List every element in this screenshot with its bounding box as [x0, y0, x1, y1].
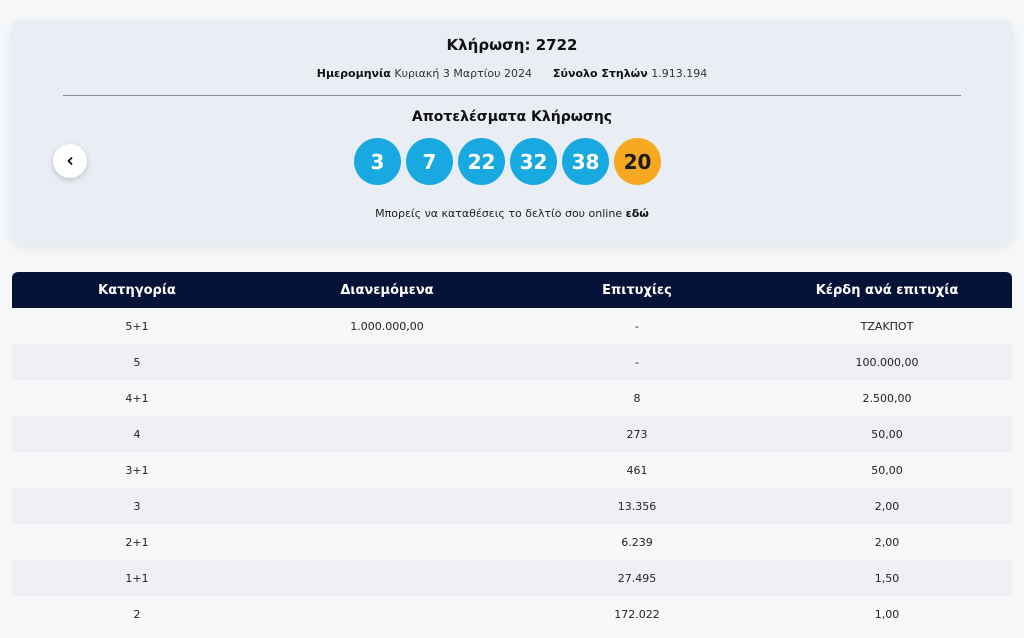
table-row: 4 273 50,00 — [12, 416, 1012, 452]
column-header-prize-per-winner: Κέρδη ανά επιτυχία — [815, 282, 959, 298]
prize-cell: 1,50 — [874, 571, 900, 585]
number-ball: 3 — [354, 138, 401, 185]
bonus-ball: 20 — [614, 138, 661, 185]
distributed-cell — [262, 488, 512, 524]
number-ball: 22 — [458, 138, 505, 185]
online-link[interactable]: εδώ — [625, 207, 649, 220]
table-row: 4+1 8 2.500,00 — [12, 380, 1012, 416]
table-row: 5+1 1.000.000,00 - ΤΖΑΚΠΟΤ — [12, 308, 1012, 344]
winners-cell: 273 — [626, 427, 648, 441]
prize-cell: 50,00 — [871, 427, 903, 441]
draw-card: Κλήρωση: 2722 Ημερομηνία Κυριακή 3 Μαρτί… — [12, 20, 1012, 244]
winners-cell: - — [635, 355, 639, 369]
table-row: 2 172.022 1,00 — [12, 596, 1012, 632]
category-cell: 2 — [133, 607, 141, 621]
distributed-cell — [262, 380, 512, 416]
category-cell: 4+1 — [125, 391, 149, 405]
category-cell: 1+1 — [125, 571, 149, 585]
columns-value: 1.913.194 — [651, 67, 708, 80]
online-note: Μπορείς να καταθέσεις το δελτίο σου onli… — [12, 207, 1012, 220]
number-ball: 32 — [510, 138, 557, 185]
online-text: Μπορείς να καταθέσεις το δελτίο σου onli… — [375, 207, 623, 220]
prize-cell: 50,00 — [871, 463, 903, 477]
table-row: 3 13.356 2,00 — [12, 488, 1012, 524]
category-cell: 2+1 — [125, 535, 149, 549]
distributed-cell: 1.000.000,00 — [350, 319, 424, 333]
distributed-cell — [262, 560, 512, 596]
winners-cell: 6.239 — [621, 535, 653, 549]
distributed-cell — [262, 416, 512, 452]
prize-cell: 2,00 — [874, 499, 900, 513]
draw-meta: Ημερομηνία Κυριακή 3 Μαρτίου 2024 Σύνολο… — [12, 67, 1012, 80]
chevron-left-icon — [67, 157, 73, 165]
distributed-cell — [262, 524, 512, 560]
prize-cell: 2.500,00 — [862, 391, 912, 405]
winners-cell: 27.495 — [617, 571, 657, 585]
column-header-distributed: Διανεμόμενα — [340, 282, 434, 298]
category-cell: 5 — [133, 355, 141, 369]
winners-cell: 13.356 — [617, 499, 657, 513]
prize-cell: ΤΖΑΚΠΟΤ — [860, 319, 914, 333]
distributed-cell — [262, 344, 512, 380]
table-header-row: Κατηγορία Διανεμόμενα Επιτυχίες Κέρδη αν… — [12, 272, 1012, 308]
category-cell: 4 — [133, 427, 141, 441]
winners-cell: - — [635, 319, 639, 333]
columns-label: Σύνολο Στηλών — [553, 67, 648, 80]
date-value: Κυριακή 3 Μαρτίου 2024 — [394, 67, 533, 80]
prize-cell: 1,00 — [874, 607, 900, 621]
table-row: 5 - 100.000,00 — [12, 344, 1012, 380]
table-row: 3+1 461 50,00 — [12, 452, 1012, 488]
prize-cell: 2,00 — [874, 535, 900, 549]
prize-table: Κατηγορία Διανεμόμενα Επιτυχίες Κέρδη αν… — [12, 272, 1012, 632]
category-cell: 3 — [133, 499, 141, 513]
distributed-cell — [262, 452, 512, 488]
draw-title: Κλήρωση: 2722 — [446, 36, 578, 54]
table-row: 2+1 6.239 2,00 — [12, 524, 1012, 560]
distributed-cell — [262, 596, 512, 632]
winners-cell: 8 — [633, 391, 641, 405]
number-ball: 7 — [406, 138, 453, 185]
winners-cell: 461 — [626, 463, 648, 477]
column-header-category: Κατηγορία — [98, 282, 176, 298]
previous-draw-button[interactable] — [53, 144, 87, 178]
divider — [63, 95, 961, 96]
column-header-winners: Επιτυχίες — [602, 282, 672, 298]
number-ball: 38 — [562, 138, 609, 185]
prize-cell: 100.000,00 — [855, 355, 919, 369]
winners-cell: 172.022 — [614, 607, 660, 621]
date-label: Ημερομηνία — [316, 67, 391, 80]
winning-numbers: 3 7 22 32 38 20 — [354, 138, 661, 185]
category-cell: 5+1 — [125, 319, 149, 333]
table-row: 1+1 27.495 1,50 — [12, 560, 1012, 596]
category-cell: 3+1 — [125, 463, 149, 477]
results-title: Αποτελέσματα Κλήρωσης — [411, 109, 613, 125]
